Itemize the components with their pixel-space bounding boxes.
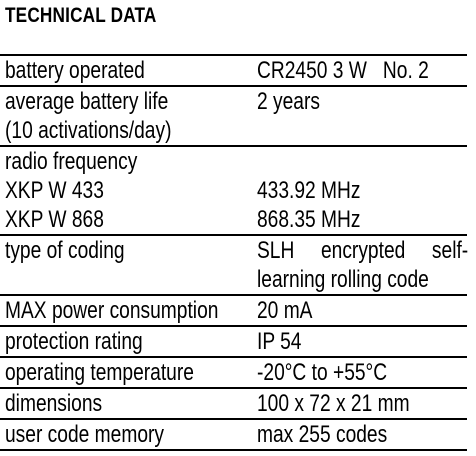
model-label: XKP W 433 — [5, 177, 104, 204]
row-average-battery-life: average battery life 2 years (10 activat… — [0, 87, 467, 147]
spec-value: CR2450 3 W No. 2 — [257, 57, 429, 84]
row-line: XKP W 868 868.35 MHz — [0, 205, 467, 234]
row-line: average battery life 2 years — [0, 87, 467, 116]
spec-value: max 255 codes — [257, 421, 388, 448]
row-line: (10 activations/day) — [0, 116, 467, 145]
row-line: XKP W 433 433.92 MHz — [0, 176, 467, 205]
row-dimensions: dimensions 100 x 72 x 21 mm — [0, 389, 467, 420]
row-line: MAX power consumption 20 mA — [0, 296, 467, 325]
model-label: XKP W 868 — [5, 206, 104, 233]
row-max-power-consumption: MAX power consumption 20 mA — [0, 296, 467, 327]
spec-label: type of coding — [5, 237, 125, 264]
technical-data-table: battery operated CR2450 3 W No. 2 averag… — [0, 54, 469, 451]
frequency-value: 868.35 MHz — [257, 206, 361, 233]
row-battery-operated: battery operated CR2450 3 W No. 2 — [0, 54, 467, 87]
row-line: dimensions 100 x 72 x 21 mm — [0, 389, 467, 418]
spec-label: protection rating — [5, 328, 143, 355]
row-line: user code memory max 255 codes — [0, 420, 467, 449]
spec-label: operating temperature — [5, 359, 194, 386]
spec-value: IP 54 — [257, 328, 302, 355]
spec-label: average battery life — [5, 88, 169, 115]
spec-label: user code memory — [5, 421, 164, 448]
row-type-of-coding: type of coding SLH encrypted self- learn… — [0, 236, 469, 296]
frequency-value: 433.92 MHz — [257, 177, 361, 204]
spec-value: -20°C to +55°C — [257, 359, 388, 386]
spec-value: SLH encrypted self- — [257, 237, 469, 264]
row-protection-rating: protection rating IP 54 — [0, 327, 467, 358]
row-user-code-memory: user code memory max 255 codes — [0, 420, 467, 451]
spec-label: battery operated — [5, 57, 145, 84]
row-line: operating temperature -20°C to +55°C — [0, 358, 467, 387]
spec-label: dimensions — [5, 390, 103, 417]
row-line: radio frequency — [0, 147, 467, 176]
spec-value: 20 mA — [257, 297, 313, 324]
spec-label: MAX power consumption — [5, 297, 219, 324]
spec-label-continued: (10 activations/day) — [5, 117, 172, 144]
section-title: TECHNICAL DATA — [5, 4, 157, 27]
row-operating-temperature: operating temperature -20°C to +55°C — [0, 358, 467, 389]
row-line: type of coding SLH encrypted self- — [0, 236, 469, 265]
spec-label: radio frequency — [5, 148, 138, 175]
row-radio-frequency: radio frequency XKP W 433 433.92 MHz XKP… — [0, 147, 467, 236]
row-line: battery operated CR2450 3 W No. 2 — [0, 56, 467, 85]
spec-value: 2 years — [257, 88, 320, 115]
spec-value: 100 x 72 x 21 mm — [257, 390, 410, 417]
spec-value-continued: learning rolling code — [257, 266, 429, 293]
row-line: learning rolling code — [0, 265, 467, 294]
row-line: protection rating IP 54 — [0, 327, 467, 356]
